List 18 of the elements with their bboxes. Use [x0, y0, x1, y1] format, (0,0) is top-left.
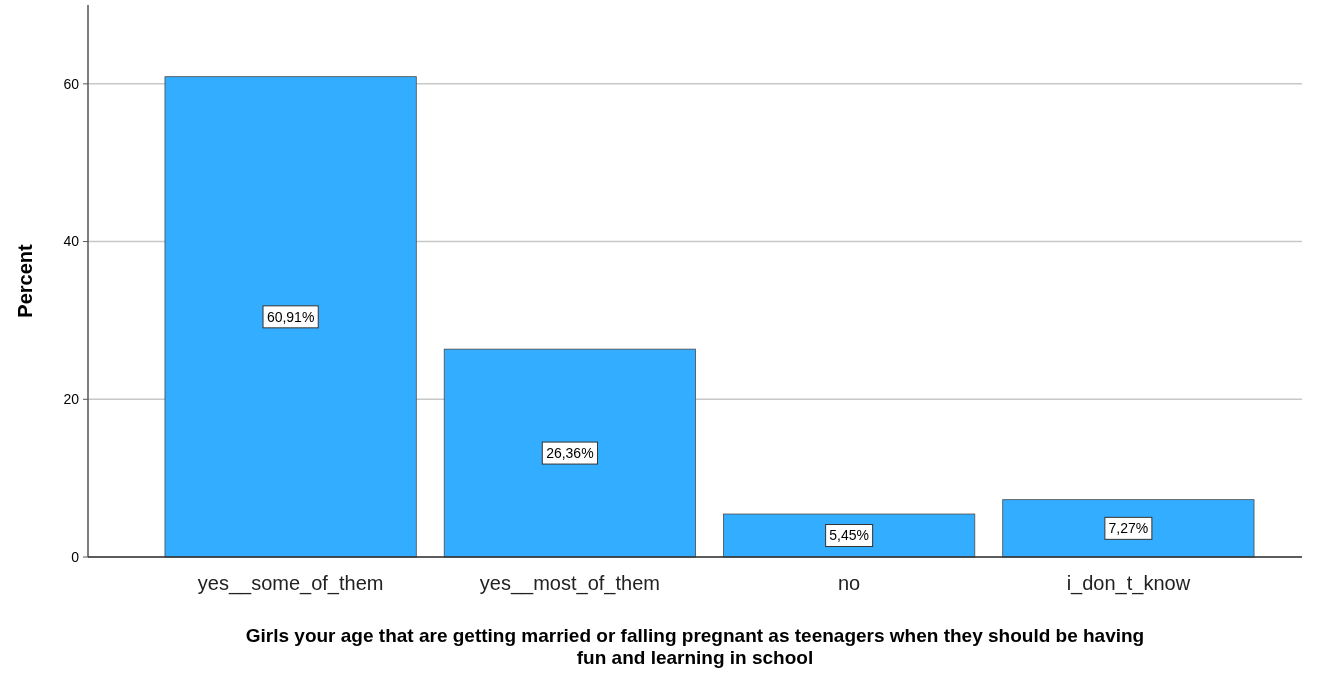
x-axis-title: Girls your age that are getting married or falling pregnant as teenagers when they should be having fun and learning in school [245, 625, 1145, 668]
x-tick-label: yes__some_of_them [197, 572, 384, 595]
y-tick-label: 0 [71, 548, 80, 565]
data-label: 60,91% [266, 308, 315, 325]
bar [443, 348, 696, 558]
data-label: 5,45% [829, 527, 869, 544]
data-label: 26,36% [546, 444, 594, 461]
y-tick-label: 40 [63, 233, 80, 250]
y-axis-title: Percent [14, 243, 36, 318]
y-tick-label: 60 [63, 75, 80, 92]
x-tick-label: i_don_t_know [1066, 572, 1191, 595]
y-tick-label: 20 [63, 391, 80, 408]
bar [164, 76, 417, 558]
x-tick-label: no [838, 572, 861, 594]
x-tick-label: yes__most_of_them [479, 572, 660, 595]
bar [723, 513, 976, 558]
data-label: 7,27% [1108, 520, 1149, 537]
bar [1002, 499, 1255, 558]
